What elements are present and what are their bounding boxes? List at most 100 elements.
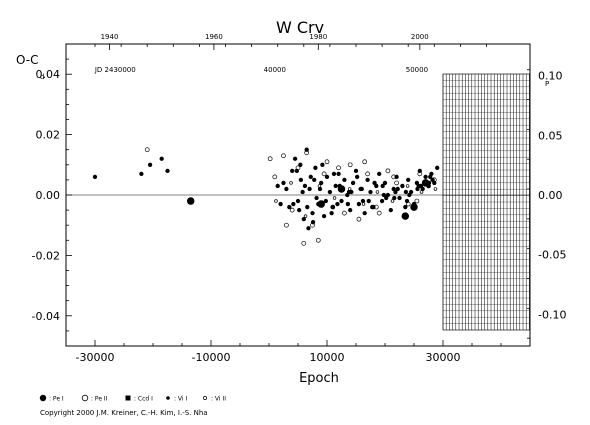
point-vi-i <box>323 198 328 204</box>
point-vi-i <box>368 189 373 195</box>
point-vi-i <box>346 189 352 195</box>
point-pe-ii <box>284 222 289 228</box>
point-vi-i <box>381 192 386 198</box>
y-tick-label: 0.04 <box>36 68 61 81</box>
top-year-label: 1960 <box>205 33 223 41</box>
point-vi-i <box>139 171 144 177</box>
point-vi-i <box>397 195 402 201</box>
point-vi-i <box>350 180 356 186</box>
chart-title: W Crv <box>276 18 324 37</box>
point-vi-i <box>300 189 305 195</box>
point-vi-ii <box>361 202 366 206</box>
point-pe-ii <box>342 210 347 216</box>
point-vi-i <box>312 177 317 183</box>
point-pe-ii <box>356 216 362 222</box>
point-vi-i <box>320 162 325 167</box>
point-vi-i <box>360 198 366 204</box>
legend-symbol-pe-i <box>39 394 47 402</box>
legend-label: : Ccd I <box>134 396 153 403</box>
point-vi-i <box>407 192 412 198</box>
point-vi-i <box>314 195 319 201</box>
point-vi-ii <box>419 190 424 194</box>
point-pe-ii <box>267 156 273 162</box>
point-vi-i <box>388 207 393 213</box>
point-vi-i <box>426 180 432 186</box>
point-pe-ii <box>385 168 391 174</box>
jd-label: JD 2430000 <box>94 66 136 74</box>
point-vi-i <box>321 213 327 219</box>
point-pe-ii <box>376 210 382 216</box>
point-vi-i <box>366 198 371 204</box>
point-vi-i <box>147 162 153 167</box>
point-vi-i <box>345 201 351 207</box>
right-y-tick-label: -0.05 <box>538 249 566 262</box>
point-vi-i <box>316 201 321 207</box>
point-vi-i <box>403 204 408 210</box>
point-vi-ii <box>433 187 438 191</box>
point-vi-i <box>435 165 440 170</box>
point-vi-i <box>278 201 283 207</box>
point-vi-i <box>393 189 398 195</box>
point-vi-i <box>313 165 318 170</box>
point-vi-i <box>417 168 422 173</box>
point-vi-i <box>348 207 353 213</box>
point-vi-i <box>92 174 98 180</box>
point-vi-i <box>379 198 385 204</box>
point-pe-ii <box>362 159 368 165</box>
point-pe-ii <box>347 162 353 168</box>
point-vi-i <box>319 180 324 186</box>
legend-symbol-pe-ii <box>81 394 89 402</box>
point-vi-i <box>290 168 295 173</box>
point-vi-i <box>377 171 382 177</box>
point-vi-i <box>310 210 315 216</box>
point-vi-i <box>365 177 370 183</box>
point-vi-i <box>355 174 360 180</box>
point-vi-ii <box>390 199 395 203</box>
point-vi-i <box>404 198 410 204</box>
point-vi-i <box>306 226 311 231</box>
y-axis-unit-right: P <box>545 80 549 88</box>
point-pe-ii <box>321 171 327 177</box>
point-vi-i <box>342 177 347 183</box>
point-vi-i <box>317 186 323 192</box>
legend-label: : Pe II <box>91 396 108 403</box>
legend-symbol-vi-ii <box>203 396 207 400</box>
point-vi-ii <box>332 196 337 200</box>
point-vi-i <box>159 156 164 161</box>
y-axis-label: O-C <box>16 53 39 67</box>
point-vi-i <box>284 186 289 192</box>
point-vi-i <box>356 201 362 207</box>
legend-label: : Vi I <box>174 396 187 403</box>
x-tick-label: 30000 <box>426 351 461 364</box>
point-pe-ii <box>144 147 150 153</box>
legend-symbol-vi-i <box>166 396 170 400</box>
point-vi-i <box>308 174 313 180</box>
point-vi-i <box>301 217 306 222</box>
point-vi-ii <box>274 199 278 203</box>
point-vi-i <box>337 183 342 189</box>
point-vi-ii <box>289 181 293 185</box>
point-vi-i <box>307 186 312 192</box>
point-vi-i <box>362 210 367 216</box>
point-vi-i <box>165 168 170 173</box>
point-vi-i <box>403 189 409 195</box>
copyright-text: Copyright 2000 J.M. Kreiner, C.-H. Kim, … <box>40 409 208 417</box>
point-pe-ii <box>414 198 420 204</box>
jd-label: 40000 <box>264 66 286 74</box>
point-vi-i <box>331 171 337 177</box>
top-year-label: 1940 <box>101 33 119 41</box>
point-vi-i <box>339 198 344 204</box>
point-vi-i <box>416 183 421 189</box>
y-tick-label: 0.02 <box>36 129 61 142</box>
point-vi-i <box>297 207 302 213</box>
point-vi-i <box>336 171 341 177</box>
point-vi-i <box>406 177 411 183</box>
axis-ticks <box>66 43 530 347</box>
x-tick-label: -10000 <box>192 351 231 364</box>
point-vi-ii <box>375 190 380 194</box>
y-tick-label: -0.04 <box>32 310 60 323</box>
point-vi-i <box>292 156 298 161</box>
point-vi-i <box>400 183 405 189</box>
x-tick-label: 10000 <box>310 351 345 364</box>
